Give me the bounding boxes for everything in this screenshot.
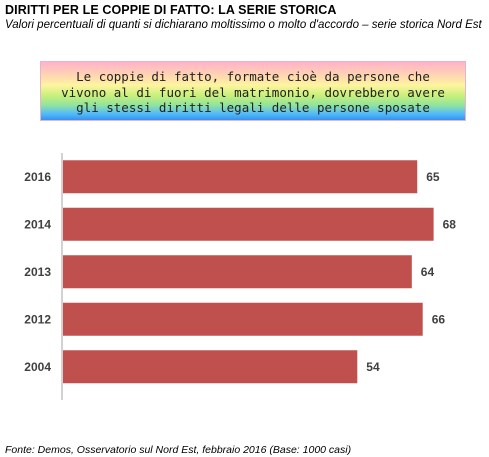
bar-2004 (63, 350, 358, 384)
chart-title: DIRITTI PER LE COPPIE DI FATTO: LA SERIE… (5, 3, 337, 17)
category-label: 2004 (24, 360, 51, 374)
category-label: 2014 (24, 217, 51, 231)
bar-2012 (63, 302, 423, 336)
bar-2016 (63, 160, 418, 194)
source-note: Fonte: Demos, Osservatorio sul Nord Est,… (5, 444, 352, 456)
statement-line: vivono al di fuori del matrimonio, dovre… (61, 84, 445, 100)
value-label: 64 (421, 265, 435, 279)
value-label: 68 (443, 217, 457, 231)
statement-box: Le coppie di fatto, formate cioè da pers… (40, 61, 466, 121)
statement-line: gli stessi diritti legali delle persone … (76, 100, 430, 115)
statement-line: Le coppie di fatto, formate cioè da pers… (76, 69, 430, 84)
chart-subtitle: Valori percentuali di quanti si dichiara… (5, 19, 482, 31)
value-label: 54 (366, 360, 380, 374)
category-label: 2012 (24, 312, 51, 326)
value-label: 66 (432, 312, 446, 326)
category-label: 2013 (24, 265, 51, 279)
bar-chart: 2016 65 2014 68 2013 64 2012 66 2004 54 (24, 153, 457, 400)
bar-2013 (63, 255, 412, 289)
category-label: 2016 (24, 170, 51, 184)
bar-2014 (63, 207, 434, 241)
value-label: 65 (426, 170, 440, 184)
bars-group: 2016 65 2014 68 2013 64 2012 66 2004 54 (24, 160, 457, 384)
